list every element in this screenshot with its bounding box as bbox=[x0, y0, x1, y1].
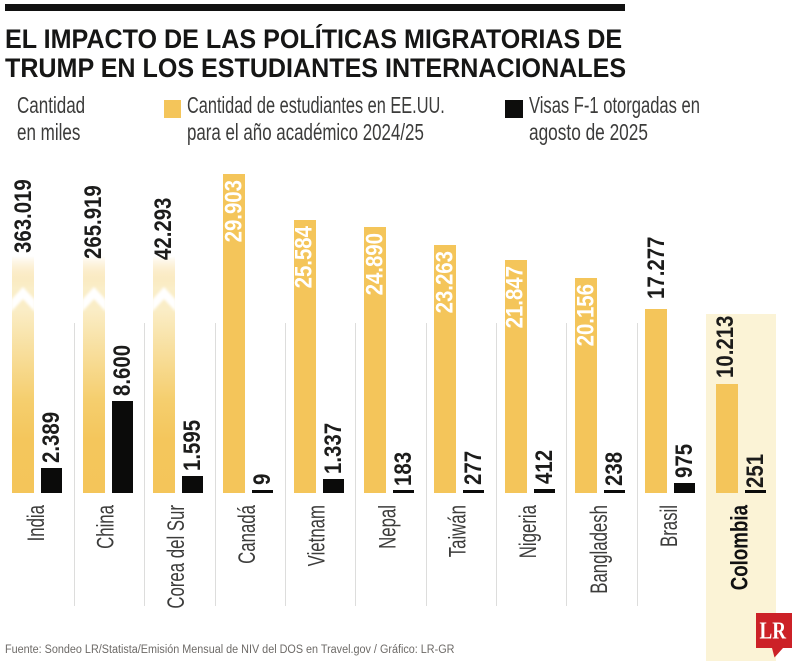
svg-text:LR: LR bbox=[760, 619, 787, 645]
